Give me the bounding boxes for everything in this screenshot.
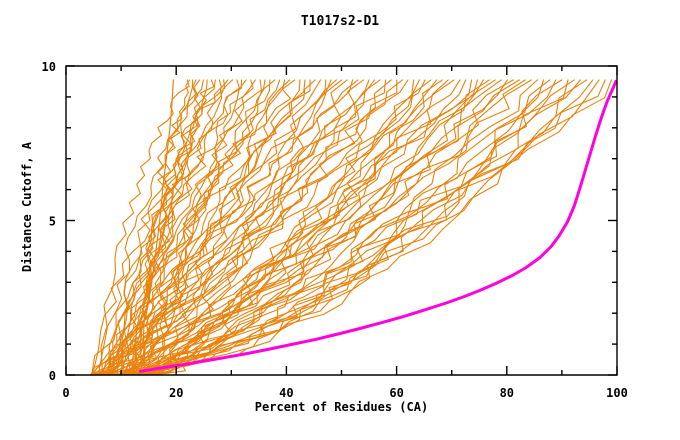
prediction-curve (130, 79, 240, 376)
x-tick-label: 0 (62, 386, 69, 400)
y-tick-label: 0 (49, 369, 56, 383)
x-tick-label: 100 (606, 386, 628, 400)
prediction-curve (122, 79, 490, 376)
series-layer (88, 79, 613, 376)
prediction-curve (99, 79, 520, 376)
prediction-curve (125, 79, 271, 376)
prediction-curve (116, 79, 254, 376)
prediction-curve (100, 79, 194, 376)
prediction-curve (137, 79, 301, 376)
x-tick-label: 40 (279, 386, 293, 400)
prediction-curve (94, 79, 343, 376)
prediction-curve (90, 79, 370, 376)
prediction-curve (92, 79, 174, 376)
prediction-curve (96, 79, 613, 376)
prediction-curve (92, 79, 226, 376)
prediction-curve (127, 79, 398, 376)
prediction-curve (117, 79, 409, 376)
prediction-curve (101, 79, 276, 376)
prediction-curve (142, 79, 502, 376)
prediction-curve (131, 79, 594, 376)
prediction-curve (145, 79, 539, 376)
prediction-curve (152, 79, 443, 376)
prediction-curve (128, 79, 291, 376)
prediction-curve (91, 79, 316, 376)
prediction-curve (113, 79, 551, 376)
prediction-curve (125, 79, 327, 376)
highlight-series (138, 79, 618, 373)
prediction-curve (134, 79, 215, 376)
prediction-curve (137, 79, 588, 376)
x-tick-label: 20 (169, 386, 183, 400)
prediction-curve (121, 79, 222, 376)
y-tick-label: 5 (49, 215, 56, 229)
prediction-curve (97, 79, 190, 376)
x-tick-label: 60 (389, 386, 403, 400)
prediction-curve (119, 79, 243, 376)
prediction-curve (107, 79, 354, 376)
prediction-curve (138, 79, 359, 376)
tick-label-layer: 0 20 40 60 80 100 0 5 10 (42, 60, 628, 400)
chart-title: T1017s2-D1 (300, 14, 380, 29)
axes-layer (65, 65, 618, 376)
prediction-curve (108, 79, 234, 376)
x-axis-label: Percent of Residues (CA) (254, 400, 429, 414)
prediction-curve (125, 79, 365, 376)
prediction-curve (91, 79, 337, 376)
prediction-curve (121, 79, 286, 376)
prediction-curve (111, 79, 606, 376)
prediction-curve (88, 79, 473, 376)
prediction-curve (89, 79, 426, 376)
highlight-curve (138, 79, 618, 373)
prediction-curve (121, 79, 306, 376)
prediction-curve (127, 79, 403, 376)
prediction-curve (124, 79, 432, 376)
prediction-curve (130, 79, 581, 376)
x-tick-label: 80 (500, 386, 514, 400)
y-tick-label: 10 (42, 60, 56, 74)
prediction-curve (112, 79, 281, 376)
prediction-curve (98, 79, 532, 376)
